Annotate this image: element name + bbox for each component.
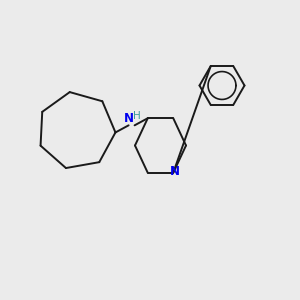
Text: N: N [124,112,134,125]
Text: N: N [170,165,180,178]
Text: H: H [133,111,141,121]
